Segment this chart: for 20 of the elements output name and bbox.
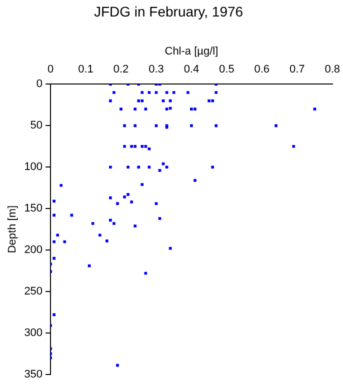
y-tick-label: 350 [24,368,43,380]
chart-title: JFDG in February, 1976 [94,3,244,20]
x-tick-label: 0.6 [254,64,270,76]
y-axis-title: Depth [m] [6,205,19,254]
x-axis-title: Chl-a [µg/l] [164,45,218,58]
x-tick-label: 0.4 [184,64,200,76]
y-tick-label: 150 [24,202,43,215]
x-tick-label: 0.8 [324,64,340,76]
x-tick-label: 0.7 [289,64,305,76]
y-tick-label: 200 [24,244,43,256]
x-tick-label: 0 [47,64,54,76]
y-tick-label: 0 [36,78,43,90]
x-tick-label: 0.2 [113,64,129,76]
y-tick-label: 50 [30,120,43,132]
x-tick-label: 0.1 [78,64,94,76]
y-tick-label: 100 [24,161,43,174]
y-tick-label: 300 [24,326,43,339]
y-tick-label: 250 [24,286,43,298]
x-tick-label: 0.3 [148,64,164,76]
x-tick-label: 0.5 [219,64,234,76]
